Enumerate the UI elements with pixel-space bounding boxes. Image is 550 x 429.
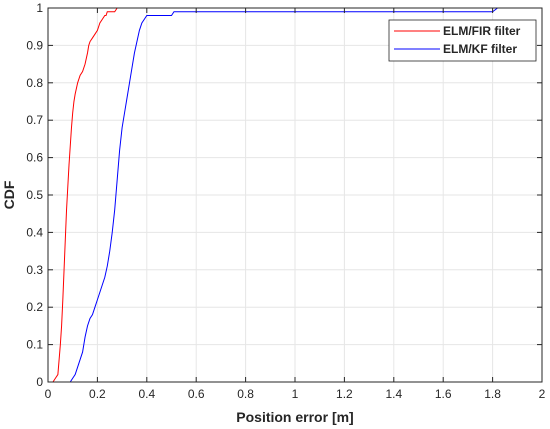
legend-label-elm-kf: ELM/KF filter (443, 42, 517, 56)
y-tick-label: 1 (36, 1, 43, 15)
x-tick-label: 1.2 (336, 387, 353, 401)
series-group (52, 7, 503, 383)
y-tick-label: 0.8 (26, 76, 43, 90)
legend-label-elm-fir: ELM/FIR filter (443, 24, 521, 38)
y-tick-label: 0.5 (26, 188, 43, 202)
x-tick-label: 1 (292, 387, 299, 401)
x-tick-label: 1.6 (435, 387, 452, 401)
y-tick-label: 0.3 (26, 263, 43, 277)
legend: ELM/FIR filter ELM/KF filter (388, 19, 537, 62)
x-tick-label: 0.4 (138, 387, 155, 401)
y-tick-label: 0 (36, 375, 43, 389)
legend-box (388, 19, 537, 62)
x-tick-label: 0.2 (89, 387, 106, 401)
series-line-elm-fir (52, 7, 118, 383)
x-tick-label: 0.6 (188, 387, 205, 401)
x-tick-label: 1.4 (385, 387, 402, 401)
x-tick-label: 1.8 (484, 387, 501, 401)
y-tick-label: 0.6 (26, 151, 43, 165)
y-tick-label: 0.4 (26, 225, 43, 239)
x-tick-label: 2 (539, 387, 546, 401)
x-tick-label: 0.8 (237, 387, 254, 401)
ticks: 0 0.2 0.4 0.6 0.8 1 1.2 1.4 1.6 1.8 2 0 0.1 0.2 0.3 0.4… (26, 1, 545, 401)
y-tick-label: 0.9 (26, 38, 43, 52)
series-line-elm-kf (65, 7, 503, 383)
x-axis-title: Position error [m] (236, 409, 353, 425)
y-axis-title: CDF (1, 180, 17, 209)
x-tick-label: 0 (45, 387, 52, 401)
y-tick-label: 0.7 (26, 113, 43, 127)
y-tick-label: 0.2 (26, 300, 43, 314)
y-tick-label: 0.1 (26, 338, 43, 352)
